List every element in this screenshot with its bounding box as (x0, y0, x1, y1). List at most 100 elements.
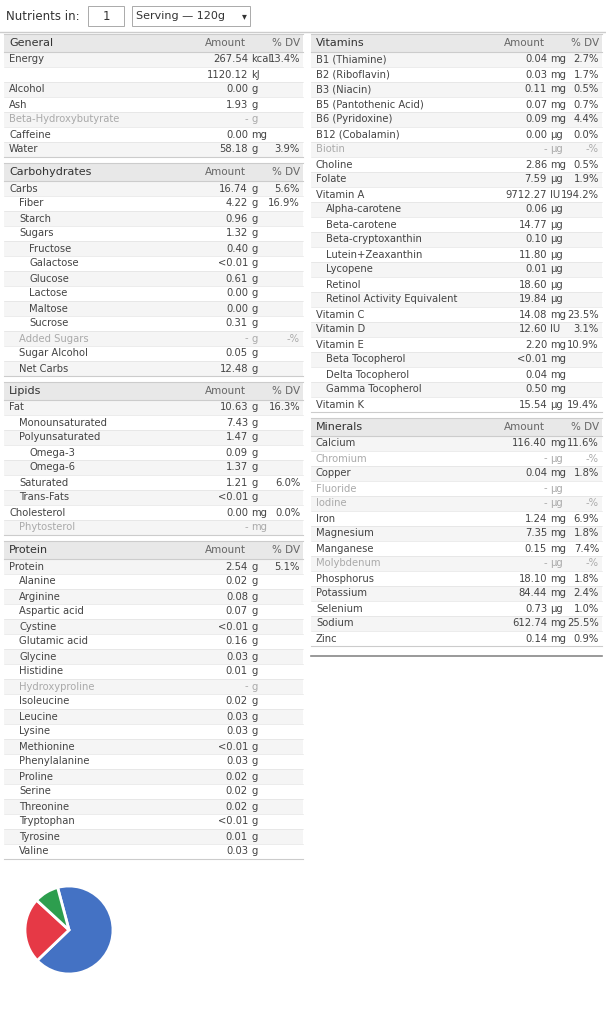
Text: μg: μg (550, 558, 563, 568)
Text: Tryptophan: Tryptophan (19, 816, 75, 826)
Text: % DV: % DV (272, 386, 300, 396)
Text: μg: μg (550, 205, 563, 214)
Bar (4, 799, 303, 814)
Bar (88, 6, 124, 26)
Bar (4, 460, 303, 475)
Text: Phenylalanine: Phenylalanine (19, 757, 90, 767)
Text: 0.03: 0.03 (525, 70, 547, 80)
Bar (4, 445, 303, 460)
Text: -%: -% (586, 454, 599, 464)
Bar (311, 112, 602, 127)
Text: ▾: ▾ (242, 11, 247, 22)
Text: -%: -% (586, 144, 599, 155)
Text: Galactose: Galactose (29, 258, 79, 268)
Text: <0.01: <0.01 (218, 816, 248, 826)
Text: g: g (251, 144, 258, 155)
Text: mg: mg (550, 634, 566, 643)
Bar (4, 415, 303, 430)
Text: μg: μg (550, 219, 563, 229)
Text: Vitamin K: Vitamin K (316, 399, 364, 410)
Text: Starch: Starch (19, 213, 51, 223)
Text: μg: μg (550, 264, 563, 274)
Text: Trans-Fats: Trans-Fats (19, 493, 69, 503)
Text: 7.35: 7.35 (525, 528, 547, 539)
Text: Polyunsaturated: Polyunsaturated (19, 432, 101, 442)
Text: mg: mg (550, 54, 566, 65)
Bar (311, 292, 602, 307)
Text: 1.37: 1.37 (226, 463, 248, 472)
Bar (311, 232, 602, 247)
Text: g: g (251, 637, 258, 646)
Bar (311, 526, 602, 541)
Text: Lactose: Lactose (29, 289, 67, 299)
Text: % DV: % DV (272, 167, 300, 177)
Bar (4, 286, 303, 301)
Text: Phytosterol: Phytosterol (19, 522, 75, 532)
Text: 0.00: 0.00 (226, 508, 248, 517)
Text: Amount: Amount (204, 386, 245, 396)
Bar (4, 361, 303, 376)
Text: mg: mg (550, 573, 566, 584)
Wedge shape (36, 888, 69, 930)
Text: 4.22: 4.22 (226, 199, 248, 209)
Text: g: g (251, 228, 258, 239)
Text: g: g (251, 364, 258, 374)
Text: g: g (251, 213, 258, 223)
Bar (311, 82, 602, 97)
Text: g: g (251, 348, 258, 358)
Text: 0.5%: 0.5% (574, 85, 599, 94)
Text: 16.74: 16.74 (219, 183, 248, 194)
Text: 6.9%: 6.9% (574, 513, 599, 523)
Text: mg: mg (550, 160, 566, 170)
Text: 1.24: 1.24 (525, 513, 547, 523)
Text: mg: mg (550, 384, 566, 394)
Text: g: g (251, 334, 258, 343)
Text: 0.00: 0.00 (226, 289, 248, 299)
Text: 2.7%: 2.7% (574, 54, 599, 65)
Text: 0.0%: 0.0% (275, 508, 300, 517)
Text: -%: -% (586, 558, 599, 568)
Bar (311, 616, 602, 631)
Text: g: g (251, 493, 258, 503)
Text: IU: IU (550, 325, 561, 335)
Bar (4, 382, 303, 400)
Text: g: g (251, 667, 258, 677)
Text: mg: mg (550, 354, 566, 365)
Text: 1.8%: 1.8% (574, 528, 599, 539)
Bar (311, 67, 602, 82)
Text: 18.10: 18.10 (519, 573, 547, 584)
Text: g: g (251, 273, 258, 284)
Text: Vitamin C: Vitamin C (316, 309, 364, 319)
Bar (4, 430, 303, 445)
Text: μg: μg (550, 250, 563, 259)
Text: 0.04: 0.04 (525, 469, 547, 478)
Text: 0.11: 0.11 (525, 85, 547, 94)
Bar (4, 211, 303, 226)
Text: 19.84: 19.84 (519, 295, 547, 304)
Text: General: General (9, 38, 53, 48)
Bar (4, 475, 303, 490)
Bar (4, 196, 303, 211)
Bar (4, 829, 303, 844)
Text: 1: 1 (102, 9, 110, 23)
Text: Isoleucine: Isoleucine (19, 696, 69, 707)
Text: mg: mg (550, 340, 566, 349)
Bar (311, 436, 602, 451)
Bar (4, 754, 303, 769)
Text: B6 (Pyridoxine): B6 (Pyridoxine) (316, 115, 392, 125)
Text: 1.9%: 1.9% (574, 174, 599, 184)
Text: mg: mg (550, 115, 566, 125)
Text: Monounsaturated: Monounsaturated (19, 418, 107, 427)
Bar (132, 6, 250, 26)
Text: Molybdenum: Molybdenum (316, 558, 381, 568)
Bar (4, 226, 303, 241)
Bar (311, 217, 602, 232)
Text: mg: mg (550, 544, 566, 554)
Bar (4, 82, 303, 97)
Bar (4, 112, 303, 127)
Text: -: - (544, 499, 547, 509)
Text: 194.2%: 194.2% (561, 189, 599, 200)
Text: g: g (251, 802, 258, 811)
Bar (4, 589, 303, 604)
Text: Manganese: Manganese (316, 544, 373, 554)
